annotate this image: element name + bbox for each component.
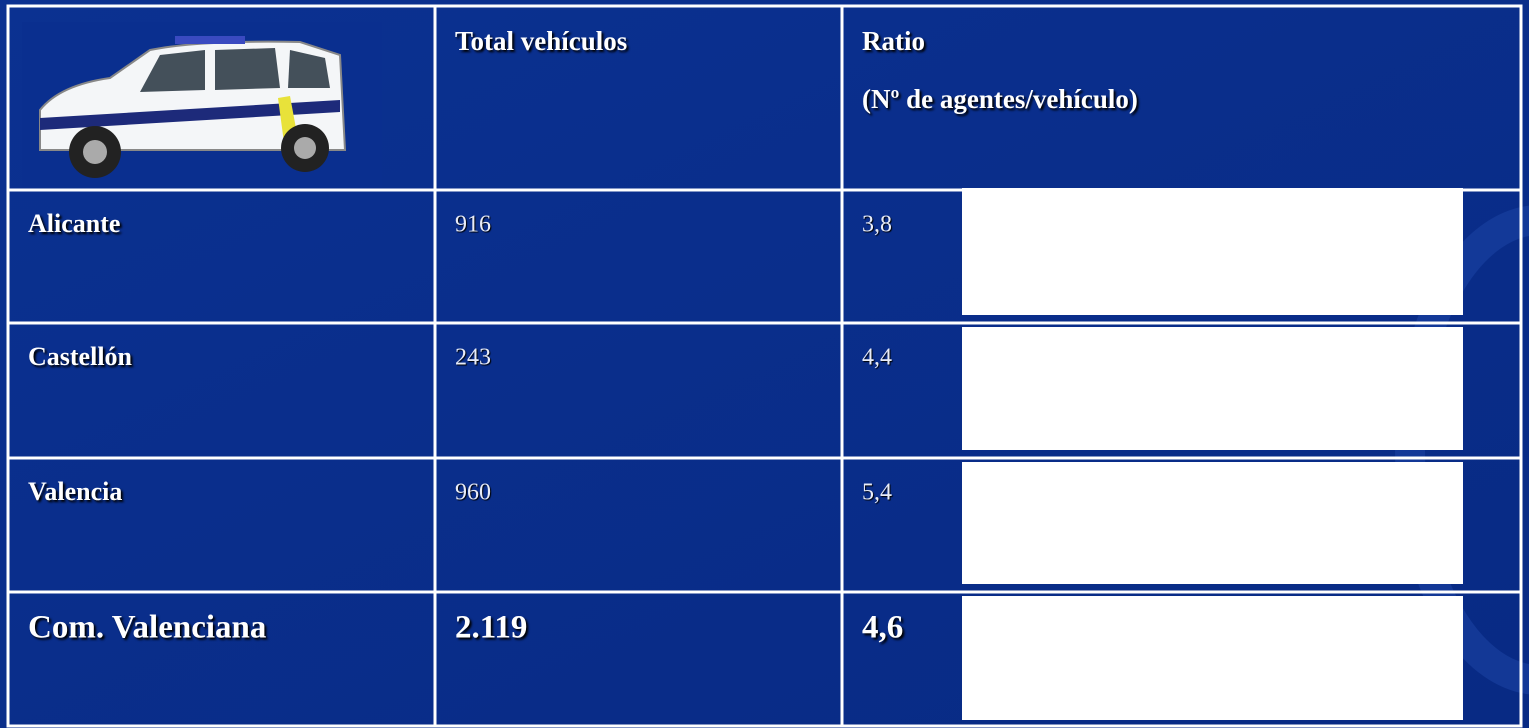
row-ratio: 5,4 (862, 480, 892, 506)
row-vehicles: 916 (455, 212, 491, 238)
pictogram-box (962, 327, 1463, 450)
row-vehicles: 2.119 (455, 610, 527, 646)
row-region: Castellón (28, 342, 133, 371)
row-vehicles: 960 (455, 480, 491, 506)
row-ratio: 4,6 (862, 610, 903, 646)
row-region: Com. Valenciana (28, 610, 266, 646)
police-car (22, 22, 382, 187)
row-region: Valencia (28, 477, 122, 506)
pictogram-box (962, 596, 1463, 720)
table-grid (6, 4, 1523, 728)
header-ratio-unit: (Nº de agentes/vehículo) (862, 84, 1138, 114)
row-ratio: 3,8 (862, 212, 892, 238)
row-vehicles: 243 (455, 345, 491, 371)
header-vehicles: Total vehículos (455, 26, 627, 56)
pictogram-box (962, 188, 1463, 315)
row-ratio: 4,4 (862, 345, 892, 371)
row-region: Alicante (28, 209, 120, 238)
pictogram-box (962, 462, 1463, 584)
header-ratio: Ratio (862, 26, 925, 56)
